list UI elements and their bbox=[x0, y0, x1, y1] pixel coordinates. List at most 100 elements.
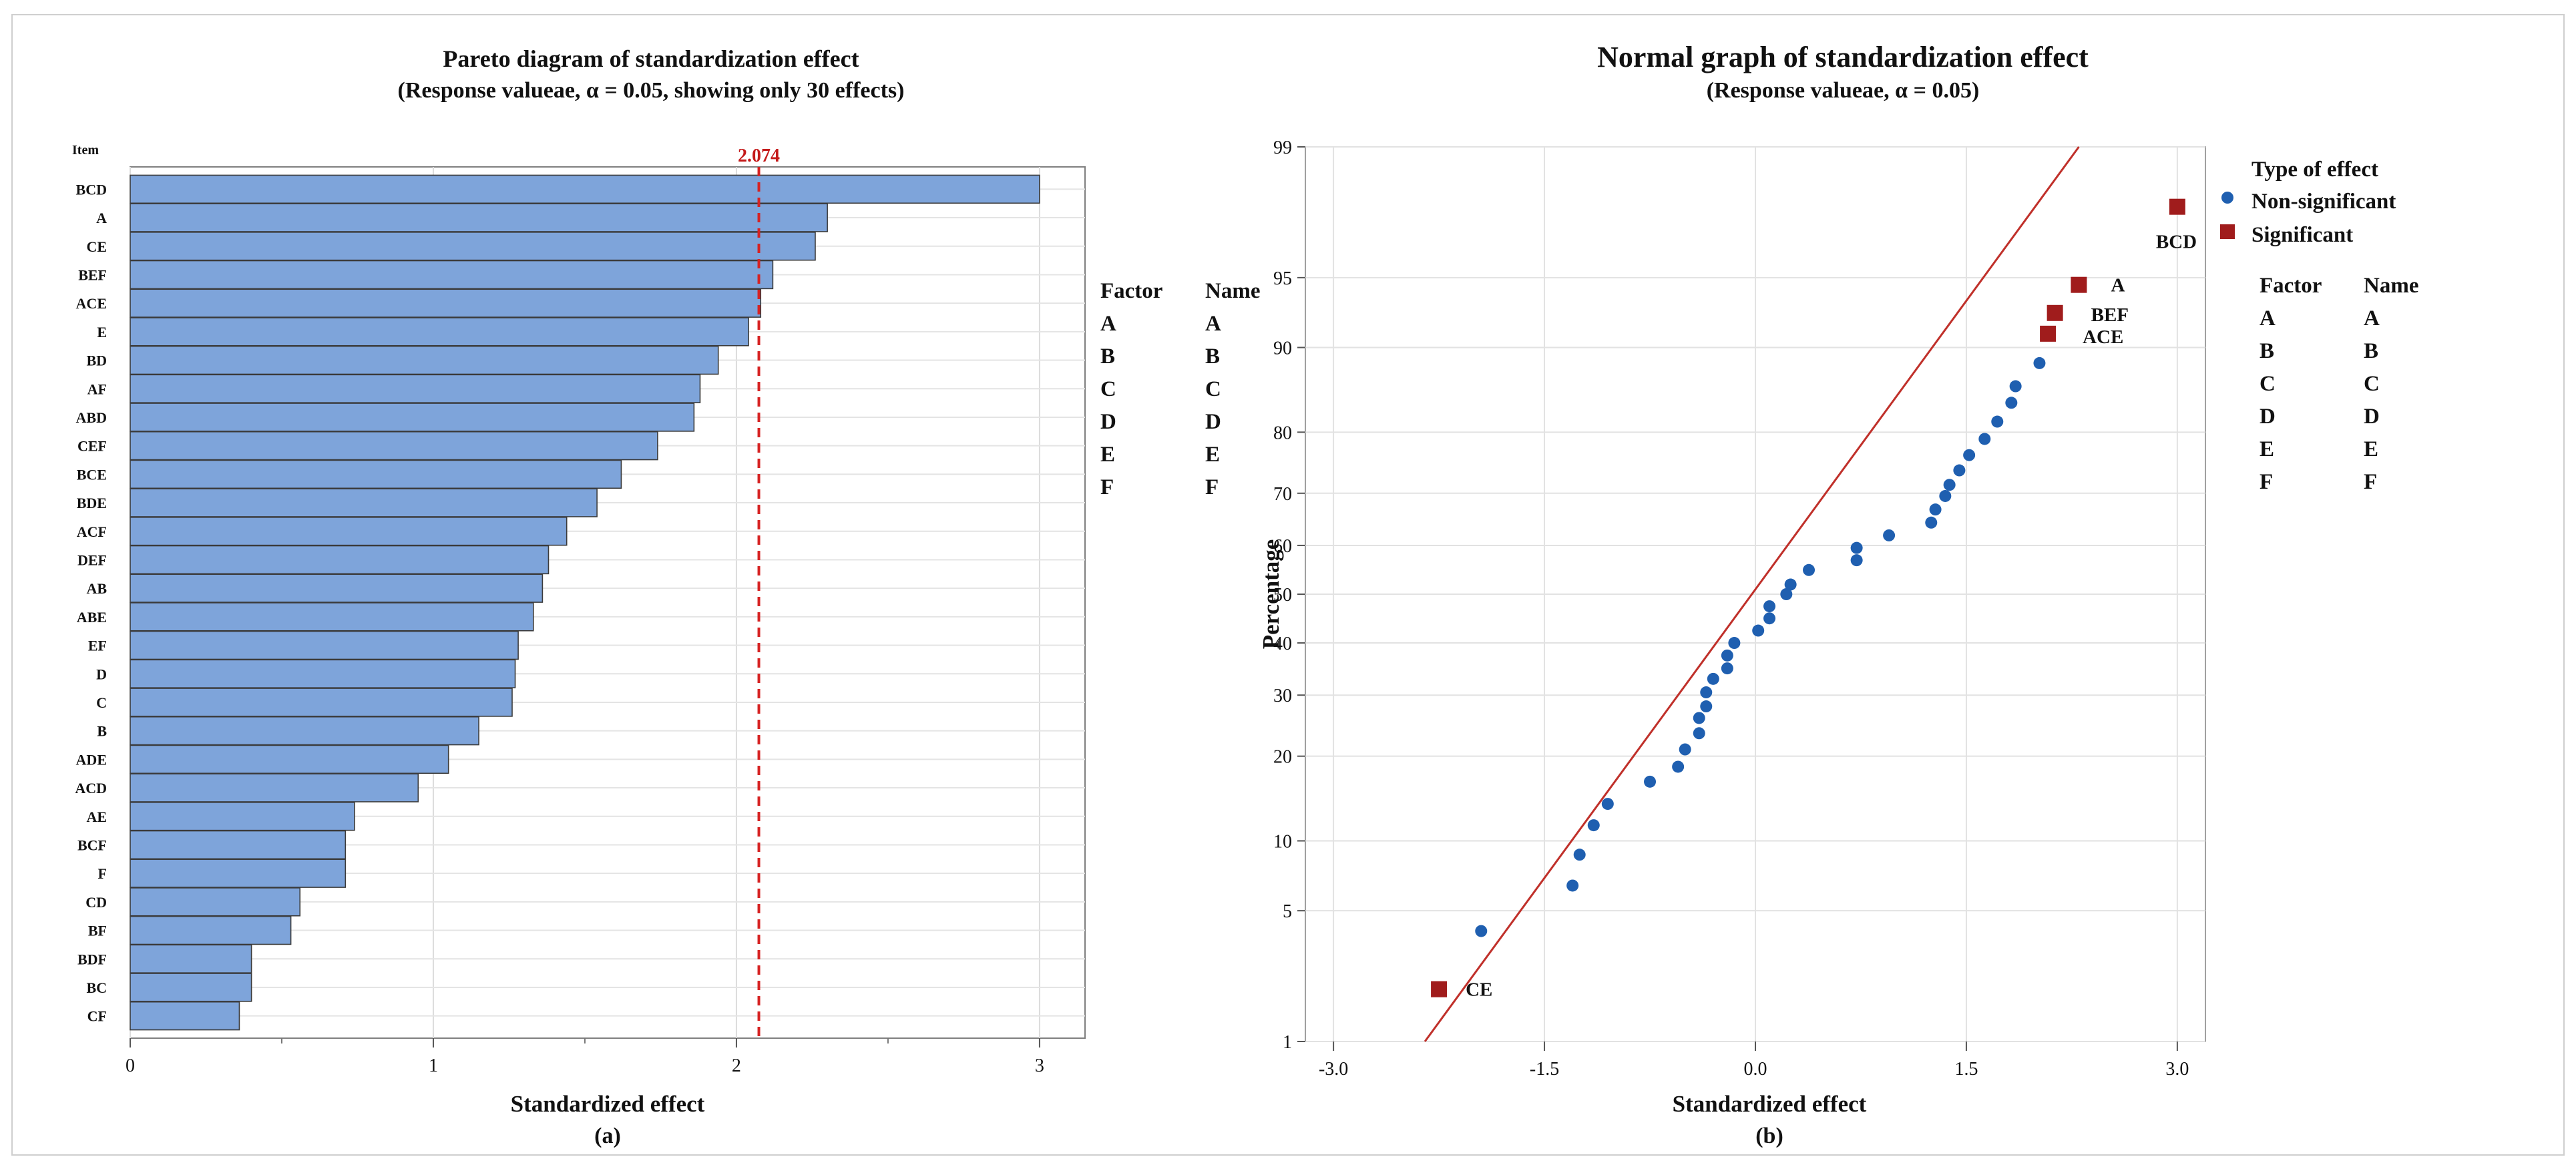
non-significant-point bbox=[1963, 449, 1976, 461]
significant-point-label: CE bbox=[1466, 979, 1492, 1001]
pareto-table-name: B bbox=[1205, 344, 1220, 369]
non-significant-point bbox=[1601, 798, 1614, 810]
non-significant-point bbox=[1780, 588, 1793, 600]
pareto-title: Pareto diagram of standardization effect bbox=[443, 45, 859, 72]
pareto-bar bbox=[130, 488, 598, 517]
pareto-bar bbox=[130, 716, 479, 746]
legend-non-significant: Non-significant bbox=[2251, 190, 2396, 214]
normal-y-tick-label: 1 bbox=[1283, 1032, 1292, 1053]
pareto-bar bbox=[130, 174, 1040, 204]
pareto-caption: (a) bbox=[594, 1124, 621, 1148]
legend-title: Type of effect bbox=[2251, 158, 2378, 182]
pareto-bar bbox=[130, 317, 749, 346]
non-significant-point bbox=[1763, 612, 1776, 625]
pareto-x-axis-label: Standardized effect bbox=[511, 1091, 705, 1117]
normal-y-tick-label: 60 bbox=[1273, 536, 1292, 557]
non-significant-point bbox=[1991, 415, 2004, 428]
normal-table-factor: B bbox=[2260, 339, 2274, 363]
pareto-table-header-name: Name bbox=[1205, 279, 1260, 303]
significant-point bbox=[1431, 981, 1448, 997]
pareto-bar bbox=[130, 232, 816, 261]
pareto-category-label: BD bbox=[86, 353, 107, 369]
non-significant-point bbox=[1679, 743, 1691, 756]
significant-point bbox=[2071, 276, 2087, 293]
pareto-bar bbox=[130, 859, 347, 888]
non-significant-point bbox=[1721, 662, 1733, 675]
non-significant-point bbox=[1693, 712, 1705, 724]
significant-point-label: BCD bbox=[2156, 232, 2197, 253]
pareto-bar bbox=[130, 545, 550, 575]
normal-x-ticks: -3.0 -1.5 0.0 1.5 3.0 bbox=[1319, 1041, 2189, 1080]
non-significant-point bbox=[1978, 433, 1991, 445]
non-significant-point bbox=[1707, 672, 1719, 685]
pareto-x-ticks: 0 1 2 3 bbox=[126, 1038, 1044, 1076]
normal-reference-line bbox=[1424, 146, 2080, 1042]
pareto-bar bbox=[130, 288, 762, 318]
pareto-category-label: F bbox=[98, 865, 107, 882]
normal-y-tick-label: 40 bbox=[1273, 634, 1292, 654]
pareto-category-label: ABD bbox=[76, 409, 107, 426]
pareto-table-factor: E bbox=[1100, 443, 1115, 467]
pareto-category-label: CE bbox=[86, 238, 107, 255]
normal-y-tick-label: 99 bbox=[1273, 138, 1292, 158]
normal-y-tick-label: 95 bbox=[1273, 268, 1292, 289]
pareto-category-label: BDE bbox=[77, 495, 107, 511]
pareto-category-label: ACE bbox=[76, 295, 107, 312]
non-significant-point bbox=[1587, 819, 1600, 832]
non-significant-point bbox=[2033, 357, 2046, 369]
pareto-category-label: ABE bbox=[77, 609, 107, 626]
pareto-bar bbox=[130, 973, 252, 1002]
non-significant-point bbox=[1752, 624, 1765, 637]
normal-y-tick-label: 5 bbox=[1283, 901, 1292, 922]
pareto-category-label: DEF bbox=[77, 551, 107, 568]
non-significant-point bbox=[1700, 700, 1713, 713]
pareto-x-tick-label: 0 bbox=[126, 1056, 135, 1076]
significant-point-label: A bbox=[2111, 275, 2125, 296]
pareto-category-label: D bbox=[96, 666, 107, 682]
pareto-table-factor: D bbox=[1100, 410, 1116, 434]
normal-y-tick-label: 80 bbox=[1273, 423, 1292, 443]
non-significant-point bbox=[1672, 760, 1685, 773]
pareto-bar bbox=[130, 203, 828, 232]
normal-table-factor: F bbox=[2260, 470, 2273, 494]
pareto-x-tick-label: 1 bbox=[429, 1056, 438, 1076]
pareto-bar bbox=[130, 517, 568, 546]
non-significant-point bbox=[1693, 727, 1705, 740]
pareto-x-tick-label: 2 bbox=[732, 1056, 741, 1076]
normal-y-tick-label: 10 bbox=[1273, 831, 1292, 852]
non-significant-point bbox=[2005, 397, 2018, 409]
pareto-bar bbox=[130, 744, 449, 774]
non-significant-point bbox=[1566, 879, 1579, 892]
pareto-bar bbox=[130, 403, 695, 432]
pareto-category-label: E bbox=[97, 324, 107, 340]
pareto-bar bbox=[130, 345, 719, 375]
pareto-bar bbox=[130, 459, 622, 489]
normal-y-tick-label: 30 bbox=[1273, 686, 1292, 706]
non-significant-point bbox=[1644, 775, 1657, 788]
non-significant-point bbox=[1700, 686, 1713, 699]
significant-point-label: BEF bbox=[2091, 304, 2129, 326]
significant-point-label: ACE bbox=[2083, 326, 2123, 348]
pareto-bar bbox=[130, 802, 355, 831]
non-significant-point bbox=[1850, 554, 1863, 567]
pareto-bar bbox=[130, 431, 658, 461]
pareto-category-label: ACF bbox=[77, 523, 107, 540]
pareto-category-label: A bbox=[96, 210, 107, 226]
non-significant-point bbox=[1803, 563, 1815, 576]
pareto-category-label: BDF bbox=[77, 951, 107, 967]
pareto-panel: Pareto diagram of standardization effect… bbox=[72, 45, 1260, 1148]
pareto-table-name: E bbox=[1205, 443, 1220, 467]
pareto-category-label: CF bbox=[87, 1008, 107, 1025]
normal-table-name: D bbox=[2364, 405, 2380, 429]
pareto-table-factor: B bbox=[1100, 344, 1115, 369]
normal-table-factor: A bbox=[2260, 306, 2276, 330]
pareto-category-label: ADE bbox=[76, 751, 107, 768]
non-significant-point bbox=[1573, 849, 1586, 861]
non-significant-point bbox=[1883, 529, 1896, 541]
pareto-category-label: BCD bbox=[76, 181, 107, 198]
pareto-category-label: BEF bbox=[78, 266, 107, 283]
pareto-category-label: BCF bbox=[77, 837, 107, 853]
legend-square-marker bbox=[2220, 224, 2235, 239]
